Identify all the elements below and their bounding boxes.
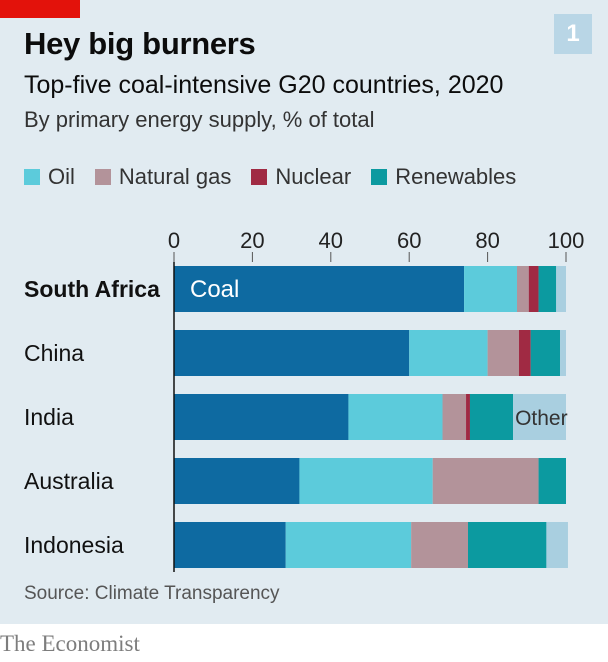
- bar-segment-renewables: [538, 458, 566, 504]
- bar-segment-natural-gas: [411, 522, 468, 568]
- bar-segment-natural-gas: [432, 458, 539, 504]
- x-tick-label: 80: [475, 228, 499, 253]
- legend-item-renewables: Renewables: [371, 164, 516, 190]
- legend-swatch-nuclear: [251, 169, 268, 185]
- legend-item-natural-gas: Natural gas: [94, 164, 232, 190]
- source-note: Source: Climate Transparency: [24, 583, 280, 604]
- brand-accent-bar: [0, 0, 80, 18]
- category-label: Indonesia: [24, 532, 124, 558]
- chart-units-note: By primary energy supply, % of total: [24, 107, 375, 132]
- bar-segment-other: [513, 394, 566, 440]
- bar-segment-renewables: [530, 330, 561, 376]
- chart-number-badge: 1: [554, 14, 592, 54]
- x-tick-label: 60: [397, 228, 421, 253]
- bar-segment-natural-gas: [517, 266, 529, 312]
- bar-segment-nuclear: [466, 394, 470, 440]
- bar-segment-renewables: [469, 394, 514, 440]
- category-label: South Africa: [24, 276, 160, 302]
- legend-swatch-oil: [24, 169, 40, 185]
- bar-segment-oil: [299, 458, 433, 504]
- x-tick-label: 100: [548, 228, 585, 253]
- legend-label-oil: Oil: [48, 164, 75, 189]
- legend: Oil Natural gas Nuclear Renewables: [24, 164, 536, 190]
- bar-segment-oil: [464, 266, 517, 312]
- bar-segment-coal: [174, 394, 349, 440]
- bar-segment-other: [560, 330, 566, 376]
- stacked-bar-chart: 0 20 40 60 80 100 South Africa China India Austra…: [24, 228, 585, 572]
- annotation-coal: Coal: [190, 276, 239, 303]
- bar-segment-other: [556, 266, 566, 312]
- bar-segment-renewables: [468, 522, 547, 568]
- bar-segment-coal: [174, 266, 465, 312]
- bar-segment-oil: [285, 522, 412, 568]
- bar-segment-coal: [174, 330, 410, 376]
- publisher-logo: The Economist: [0, 631, 140, 656]
- chart-subtitle: Top-five coal-intensive G20 countries, 2…: [24, 71, 504, 99]
- legend-label-nuclear: Nuclear: [275, 164, 352, 189]
- legend-item-nuclear: Nuclear: [251, 164, 351, 190]
- bar-segment-oil: [348, 394, 443, 440]
- bar-segment-coal: [174, 458, 300, 504]
- x-tick-label: 40: [319, 228, 343, 253]
- bar-segment-natural-gas: [487, 330, 519, 376]
- bar-segment-natural-gas: [442, 394, 467, 440]
- legend-swatch-renewables: [371, 169, 388, 185]
- chart-title: Hey big burners: [24, 26, 256, 61]
- bar-segment-renewables: [538, 266, 557, 312]
- category-label: Australia: [24, 468, 114, 494]
- legend-item-oil: Oil: [24, 164, 75, 190]
- bar-segment-other: [546, 522, 568, 568]
- x-tick-label: 0: [168, 228, 180, 253]
- bar-segment-oil: [409, 330, 488, 376]
- legend-label-renewables: Renewables: [395, 164, 517, 189]
- legend-swatch-natural-gas: [94, 169, 111, 185]
- bar-segment-nuclear: [528, 266, 539, 312]
- annotation-other: Other: [515, 407, 568, 430]
- category-label: India: [24, 404, 74, 430]
- x-tick-label: 20: [240, 228, 264, 253]
- bar-segment-nuclear: [518, 330, 531, 376]
- bar-segment-coal: [174, 522, 286, 568]
- legend-label-natural-gas: Natural gas: [118, 164, 232, 189]
- category-label: China: [24, 340, 84, 366]
